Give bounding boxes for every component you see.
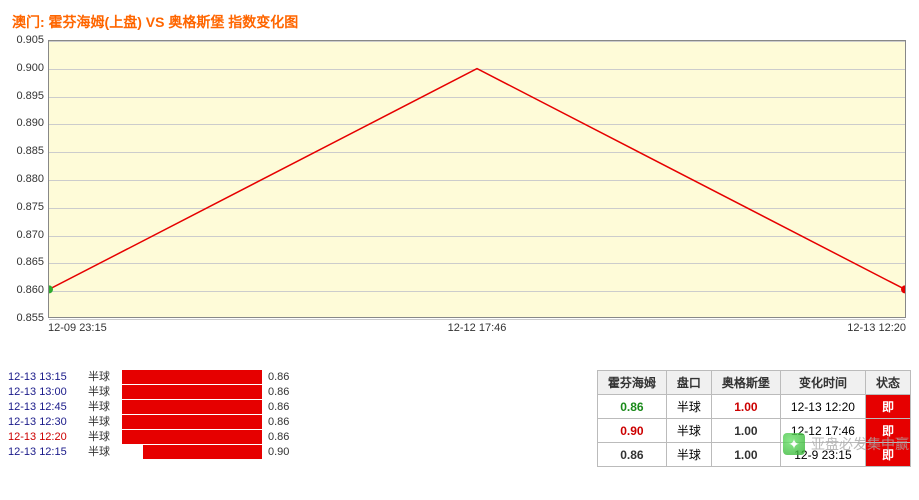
mini-value-col: 0.860.860.860.860.860.90 (268, 370, 296, 460)
table-cell: 即 (865, 419, 910, 443)
y-tick-label: 0.865 (16, 256, 44, 268)
table-cell: 0.86 (597, 395, 666, 419)
table-cell: 0.90 (597, 419, 666, 443)
y-tick-label: 0.900 (16, 62, 44, 74)
mini-handicap-col: 半球半球半球半球半球半球 (88, 370, 116, 460)
table-cell: 半球 (666, 395, 711, 419)
table-cell: 半球 (666, 419, 711, 443)
mini-handicap: 半球 (88, 430, 116, 445)
table-header-cell: 盘口 (666, 371, 711, 395)
table-header-cell: 变化时间 (780, 371, 865, 395)
mini-time: 12-13 12:20 (8, 430, 82, 445)
mini-handicap: 半球 (88, 415, 116, 430)
mini-time: 12-13 12:30 (8, 415, 82, 430)
mini-bar (122, 385, 262, 399)
chart-line (49, 69, 905, 290)
table-cell: 半球 (666, 443, 711, 467)
mini-handicap: 半球 (88, 400, 116, 415)
mini-time: 12-13 12:45 (8, 400, 82, 415)
history-mini-list: 12-13 13:1512-13 13:0012-13 12:4512-13 1… (8, 370, 296, 460)
y-tick-label: 0.880 (16, 173, 44, 185)
mini-value: 0.86 (268, 385, 296, 400)
y-tick-label: 0.860 (16, 284, 44, 296)
mini-time: 12-13 12:15 (8, 445, 82, 460)
mini-bar (143, 445, 262, 459)
mini-value: 0.90 (268, 445, 296, 460)
chart-title: 澳门: 霍芬海姆(上盘) VS 奥格斯堡 指数变化图 (12, 12, 911, 32)
odds-table: 霍芬海姆盘口奥格斯堡变化时间状态 0.86半球1.0012-13 12:20即0… (597, 370, 911, 467)
y-axis-labels: 0.9050.9000.8950.8900.8850.8800.8750.870… (8, 40, 48, 318)
y-tick-label: 0.895 (16, 90, 44, 102)
y-tick-label: 0.905 (16, 34, 44, 46)
mini-time-col: 12-13 13:1512-13 13:0012-13 12:4512-13 1… (8, 370, 82, 460)
x-tick-label: 12-13 12:20 (847, 322, 906, 334)
mini-handicap: 半球 (88, 370, 116, 385)
table-cell: 即 (865, 443, 910, 467)
mini-bar (122, 430, 262, 444)
x-tick-label: 12-12 17:46 (448, 322, 507, 334)
y-tick-label: 0.890 (16, 117, 44, 129)
table-header-cell: 状态 (865, 371, 910, 395)
mini-bar-col (122, 370, 262, 460)
table-row: 0.90半球1.0012-12 17:46即 (597, 419, 910, 443)
table-header-row: 霍芬海姆盘口奥格斯堡变化时间状态 (597, 371, 910, 395)
mini-bar (122, 415, 262, 429)
plot-area (48, 40, 906, 318)
table-row: 0.86半球1.0012-9 23:15即 (597, 443, 910, 467)
table-cell: 1.00 (711, 443, 780, 467)
table-cell: 1.00 (711, 419, 780, 443)
mini-bar (122, 400, 262, 414)
x-tick-label: 12-09 23:15 (48, 322, 107, 334)
y-tick-label: 0.870 (16, 229, 44, 241)
chart-marker (901, 285, 905, 293)
mini-value: 0.86 (268, 370, 296, 385)
mini-value: 0.86 (268, 400, 296, 415)
y-tick-label: 0.855 (16, 312, 44, 324)
table-cell: 1.00 (711, 395, 780, 419)
table-cell: 12-9 23:15 (780, 443, 865, 467)
chart-marker (49, 285, 53, 293)
mini-value: 0.86 (268, 415, 296, 430)
table-cell: 12-13 12:20 (780, 395, 865, 419)
table-cell: 即 (865, 395, 910, 419)
table-cell: 0.86 (597, 443, 666, 467)
mini-bar (122, 370, 262, 384)
mini-time: 12-13 13:15 (8, 370, 82, 385)
table-header-cell: 霍芬海姆 (597, 371, 666, 395)
table-cell: 12-12 17:46 (780, 419, 865, 443)
grid-line (49, 319, 905, 320)
y-tick-label: 0.875 (16, 201, 44, 213)
mini-time: 12-13 13:00 (8, 385, 82, 400)
line-chart: 0.9050.9000.8950.8900.8850.8800.8750.870… (8, 40, 908, 340)
table-row: 0.86半球1.0012-13 12:20即 (597, 395, 910, 419)
y-tick-label: 0.885 (16, 145, 44, 157)
table-header-cell: 奥格斯堡 (711, 371, 780, 395)
mini-value: 0.86 (268, 430, 296, 445)
mini-handicap: 半球 (88, 385, 116, 400)
mini-handicap: 半球 (88, 445, 116, 460)
